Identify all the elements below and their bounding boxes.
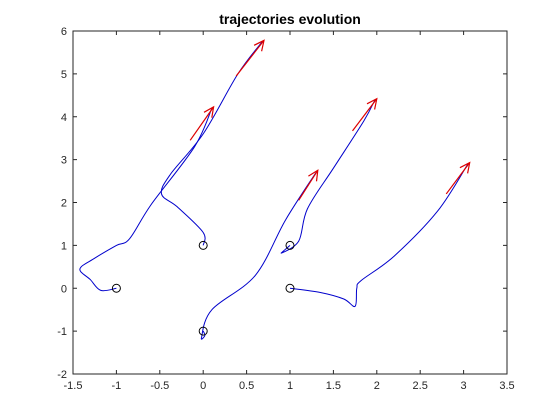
start-marker-1 bbox=[111, 283, 121, 293]
x-tick-label: 0 bbox=[200, 380, 206, 392]
y-tick-label: 6 bbox=[61, 26, 67, 38]
x-tick-label: 3 bbox=[461, 380, 467, 392]
x-tick-label: 3.5 bbox=[499, 380, 514, 392]
trajectory-line-2 bbox=[160, 41, 263, 246]
trajectory-line-3 bbox=[200, 172, 317, 340]
velocity-arrow-4 bbox=[352, 97, 378, 132]
x-tick-label: 1.5 bbox=[326, 380, 341, 392]
velocity-arrow-1 bbox=[189, 105, 215, 141]
arrow-head bbox=[459, 161, 471, 174]
y-tick-label: 5 bbox=[61, 69, 67, 81]
arrow-shaft bbox=[298, 170, 319, 201]
velocity-arrow-3 bbox=[298, 169, 319, 201]
y-tick-label: 0 bbox=[61, 283, 67, 295]
trajectory-line-1 bbox=[79, 107, 213, 292]
arrow-head bbox=[203, 105, 215, 118]
y-tick-label: -2 bbox=[57, 369, 67, 381]
x-tick-label: -0.5 bbox=[150, 380, 169, 392]
x-tick-label: 0.5 bbox=[239, 380, 254, 392]
x-tick-label: -1.5 bbox=[64, 380, 83, 392]
velocity-arrow-2 bbox=[235, 39, 265, 77]
series-layer bbox=[79, 41, 469, 340]
start-marker-2 bbox=[198, 240, 208, 250]
arrow-shaft bbox=[445, 162, 471, 195]
start-marker-5 bbox=[285, 283, 295, 293]
chart-title: trajectories evolution bbox=[219, 11, 361, 27]
y-tick-label: 2 bbox=[61, 198, 67, 210]
velocity-arrow-5 bbox=[445, 161, 471, 195]
arrow-shaft bbox=[189, 106, 215, 141]
trajectory-line-4 bbox=[280, 99, 376, 254]
trajectory-line-5 bbox=[289, 163, 469, 308]
start-markers bbox=[111, 240, 295, 336]
axis-ticks: -1.5 -1 -0.5 0 0.5 1 1.5 2 2.5 3 3.5 -2 -1 0 1 2 3 4 5 6 bbox=[57, 26, 514, 392]
arrow-head bbox=[253, 39, 265, 52]
x-tick-label: 2.5 bbox=[413, 380, 428, 392]
axes-box bbox=[72, 30, 508, 375]
y-tick-label: -1 bbox=[57, 326, 67, 338]
arrow-head bbox=[366, 97, 378, 110]
arrows-layer bbox=[189, 39, 471, 201]
arrow-head bbox=[308, 169, 319, 182]
arrow-shaft bbox=[235, 40, 265, 77]
x-tick-label: -1 bbox=[112, 380, 122, 392]
arrow-shaft bbox=[352, 98, 378, 132]
start-marker-3 bbox=[198, 326, 208, 336]
y-tick-label: 4 bbox=[61, 112, 67, 124]
start-marker-4 bbox=[285, 240, 295, 250]
y-tick-label: 1 bbox=[61, 240, 67, 252]
x-tick-label: 2 bbox=[374, 380, 380, 392]
y-tick-label: 3 bbox=[61, 155, 67, 167]
plot-area bbox=[73, 31, 507, 374]
x-tick-label: 1 bbox=[287, 380, 293, 392]
